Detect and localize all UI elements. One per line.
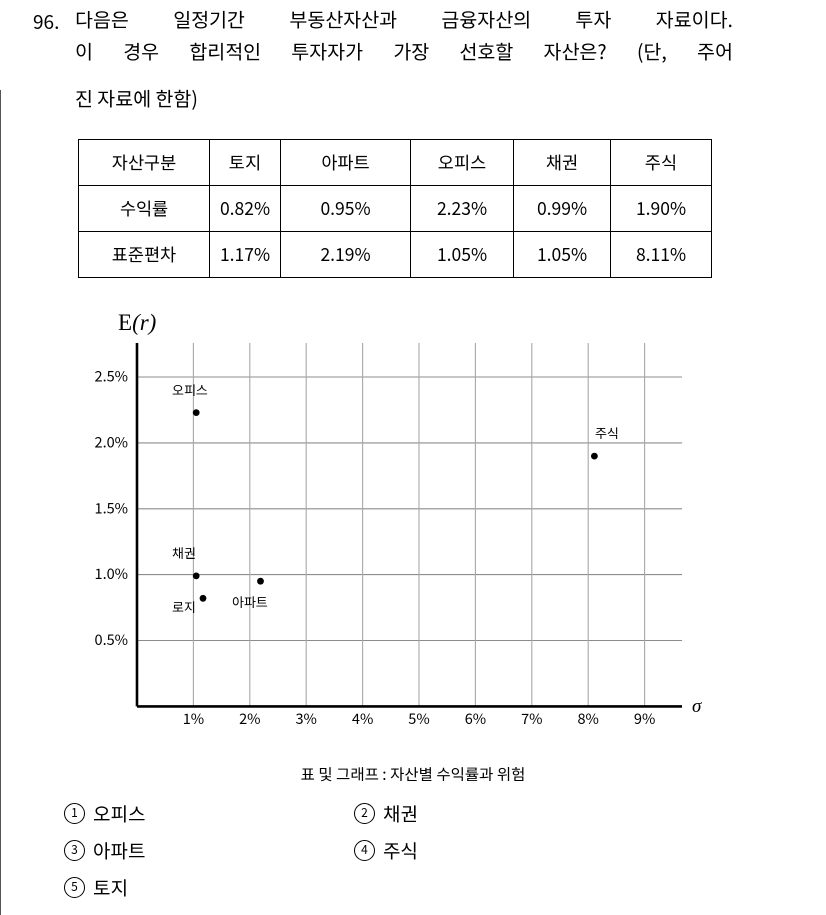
svg-text:1.5%: 1.5% [95, 497, 128, 518]
svg-text:채권: 채권 [172, 543, 196, 562]
svg-text:5%: 5% [408, 708, 429, 729]
svg-text:6%: 6% [465, 708, 486, 729]
svg-text:로지: 로지 [172, 597, 196, 616]
svg-text:아파트: 아파트 [232, 592, 268, 611]
svg-text:4%: 4% [352, 708, 373, 729]
svg-text:9%: 9% [634, 708, 655, 729]
svg-text:2%: 2% [239, 708, 260, 729]
svg-text:3%: 3% [295, 708, 316, 729]
svg-text:8%: 8% [577, 708, 598, 729]
svg-text:2.5%: 2.5% [95, 366, 128, 387]
svg-text:0.5%: 0.5% [95, 629, 128, 650]
svg-text:주식: 주식 [595, 423, 619, 442]
svg-text:σ: σ [692, 696, 702, 717]
svg-text:1%: 1% [183, 708, 204, 729]
svg-text:1.0%: 1.0% [95, 563, 128, 584]
svg-text:2.0%: 2.0% [95, 431, 128, 452]
svg-text:오피스: 오피스 [172, 380, 208, 399]
svg-text:E(r): E(r) [118, 310, 156, 335]
svg-text:7%: 7% [521, 708, 542, 729]
